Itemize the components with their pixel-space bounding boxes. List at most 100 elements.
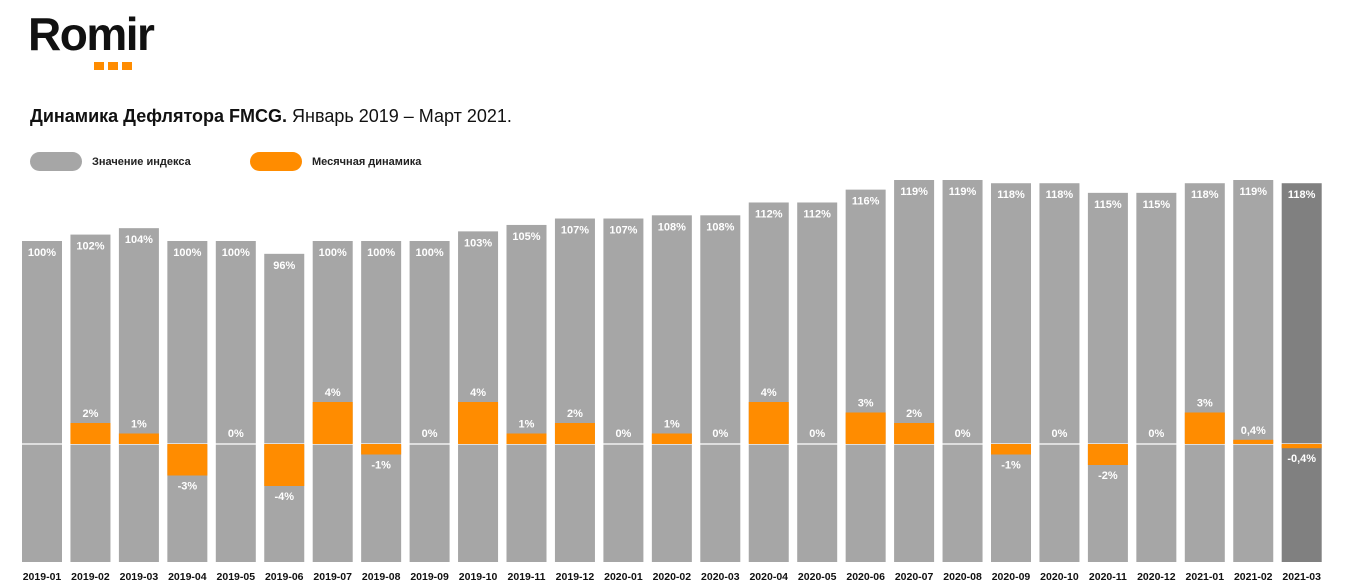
category-tick-label: 2020-06 bbox=[846, 571, 885, 583]
category-tick-label: 2019-06 bbox=[265, 571, 304, 583]
monthly-bar bbox=[458, 402, 499, 444]
category-tick-label: 2020-02 bbox=[653, 571, 692, 583]
index-bar bbox=[167, 241, 208, 562]
monthly-bar bbox=[118, 433, 159, 444]
category-tick-label: 2019-07 bbox=[313, 571, 352, 583]
logo-dots bbox=[94, 62, 132, 70]
category-tick-label: 2019-02 bbox=[71, 571, 110, 583]
category-tick-label: 2021-01 bbox=[1186, 571, 1225, 583]
index-bar bbox=[312, 241, 353, 562]
monthly-data-label: 0% bbox=[955, 428, 971, 440]
monthly-data-label: 0% bbox=[422, 428, 438, 440]
index-data-label: 112% bbox=[803, 208, 831, 220]
index-data-label: 118% bbox=[1046, 189, 1074, 201]
monthly-bar bbox=[1087, 444, 1128, 465]
chart-title-rest: Январь 2019 – Март 2021. bbox=[287, 106, 512, 126]
monthly-bar bbox=[845, 412, 886, 444]
legend-item-index: Значение индекса bbox=[30, 152, 191, 171]
index-bar bbox=[942, 180, 983, 562]
monthly-data-label: 1% bbox=[519, 419, 535, 431]
index-bar bbox=[1184, 183, 1225, 562]
category-tick-label: 2020-10 bbox=[1040, 571, 1079, 583]
index-bar bbox=[991, 183, 1031, 562]
index-data-label: 100% bbox=[367, 247, 395, 259]
category-tick-label: 2019-03 bbox=[120, 571, 159, 583]
category-tick-label: 2020-01 bbox=[604, 571, 643, 583]
index-bar bbox=[1136, 192, 1177, 562]
legend-label-monthly: Месячная динамика bbox=[312, 155, 422, 168]
category-tick-label: 2019-01 bbox=[23, 571, 62, 583]
monthly-data-label: 1% bbox=[131, 419, 147, 431]
monthly-data-label: 4% bbox=[470, 387, 486, 399]
index-bar bbox=[1087, 192, 1128, 562]
category-tick-label: 2020-03 bbox=[701, 571, 740, 583]
monthly-data-label: 3% bbox=[1197, 398, 1213, 410]
monthly-bar bbox=[1184, 412, 1225, 444]
index-data-label: 107% bbox=[561, 225, 589, 237]
category-tick-label: 2019-11 bbox=[508, 571, 546, 583]
index-data-label: 118% bbox=[1288, 189, 1316, 201]
logo-text: Romir bbox=[28, 8, 155, 60]
monthly-bar bbox=[651, 433, 692, 444]
logo-dot bbox=[108, 62, 118, 70]
index-data-label: 119% bbox=[1239, 186, 1267, 198]
index-bar bbox=[797, 202, 838, 563]
monthly-bar bbox=[264, 444, 305, 486]
index-data-label: 118% bbox=[997, 189, 1025, 201]
monthly-data-label: 0% bbox=[1148, 428, 1164, 440]
category-tick-label: 2019-08 bbox=[362, 571, 401, 583]
monthly-data-label: 4% bbox=[761, 387, 777, 399]
monthly-data-label: 3% bbox=[858, 398, 874, 410]
monthly-bar bbox=[70, 423, 111, 444]
index-data-label: 108% bbox=[706, 221, 734, 233]
monthly-bar bbox=[894, 423, 935, 444]
index-data-label: 100% bbox=[416, 247, 444, 259]
monthly-data-label: -0,4% bbox=[1287, 453, 1316, 465]
category-tick-label: 2019-09 bbox=[410, 571, 449, 583]
index-bar bbox=[651, 215, 692, 562]
monthly-bar bbox=[554, 423, 595, 444]
index-bar bbox=[1281, 183, 1322, 562]
monthly-bar bbox=[312, 402, 353, 444]
index-data-label: 112% bbox=[755, 208, 783, 220]
legend-item-monthly: Месячная динамика bbox=[250, 152, 421, 171]
index-data-label: 107% bbox=[609, 225, 637, 237]
category-tick-label: 2019-05 bbox=[217, 571, 256, 583]
index-bar bbox=[118, 228, 159, 562]
index-bar bbox=[845, 189, 886, 562]
category-tick-label: 2019-04 bbox=[168, 571, 207, 583]
index-data-label: 100% bbox=[28, 247, 56, 259]
index-data-label: 104% bbox=[125, 234, 153, 246]
monthly-data-label: 0% bbox=[615, 428, 631, 440]
category-tick-label: 2019-12 bbox=[556, 571, 595, 583]
category-tick-label: 2020-08 bbox=[943, 571, 982, 583]
legend-swatch-index bbox=[30, 152, 82, 171]
index-data-label: 118% bbox=[1191, 189, 1219, 201]
category-tick-label: 2020-11 bbox=[1089, 571, 1127, 583]
index-data-label: 100% bbox=[222, 247, 250, 259]
index-data-label: 102% bbox=[76, 241, 104, 253]
monthly-bar bbox=[1233, 439, 1274, 444]
category-tick-label: 2020-07 bbox=[895, 571, 934, 583]
index-bar bbox=[700, 215, 741, 562]
monthly-data-label: 2% bbox=[567, 408, 583, 420]
legend-swatch-monthly bbox=[250, 152, 302, 171]
monthly-data-label: 2% bbox=[82, 408, 98, 420]
category-tick-label: 2020-04 bbox=[749, 571, 788, 583]
index-bar bbox=[215, 241, 256, 562]
index-data-label: 108% bbox=[658, 221, 686, 233]
index-bar bbox=[409, 241, 450, 562]
index-data-label: 115% bbox=[1143, 199, 1171, 211]
logo-dot bbox=[94, 62, 104, 70]
index-bar bbox=[748, 202, 789, 563]
logo-dot bbox=[122, 62, 132, 70]
index-data-label: 105% bbox=[512, 231, 540, 243]
monthly-data-label: -1% bbox=[1001, 460, 1021, 472]
chart-title-bold: Динамика Дефлятора FMCG. bbox=[30, 106, 288, 126]
index-bar bbox=[554, 218, 595, 562]
category-tick-label: 2019-10 bbox=[459, 571, 498, 583]
monthly-data-label: -4% bbox=[274, 491, 294, 503]
category-tick-label: 2021-03 bbox=[1282, 571, 1321, 583]
monthly-data-label: 1% bbox=[664, 419, 680, 431]
